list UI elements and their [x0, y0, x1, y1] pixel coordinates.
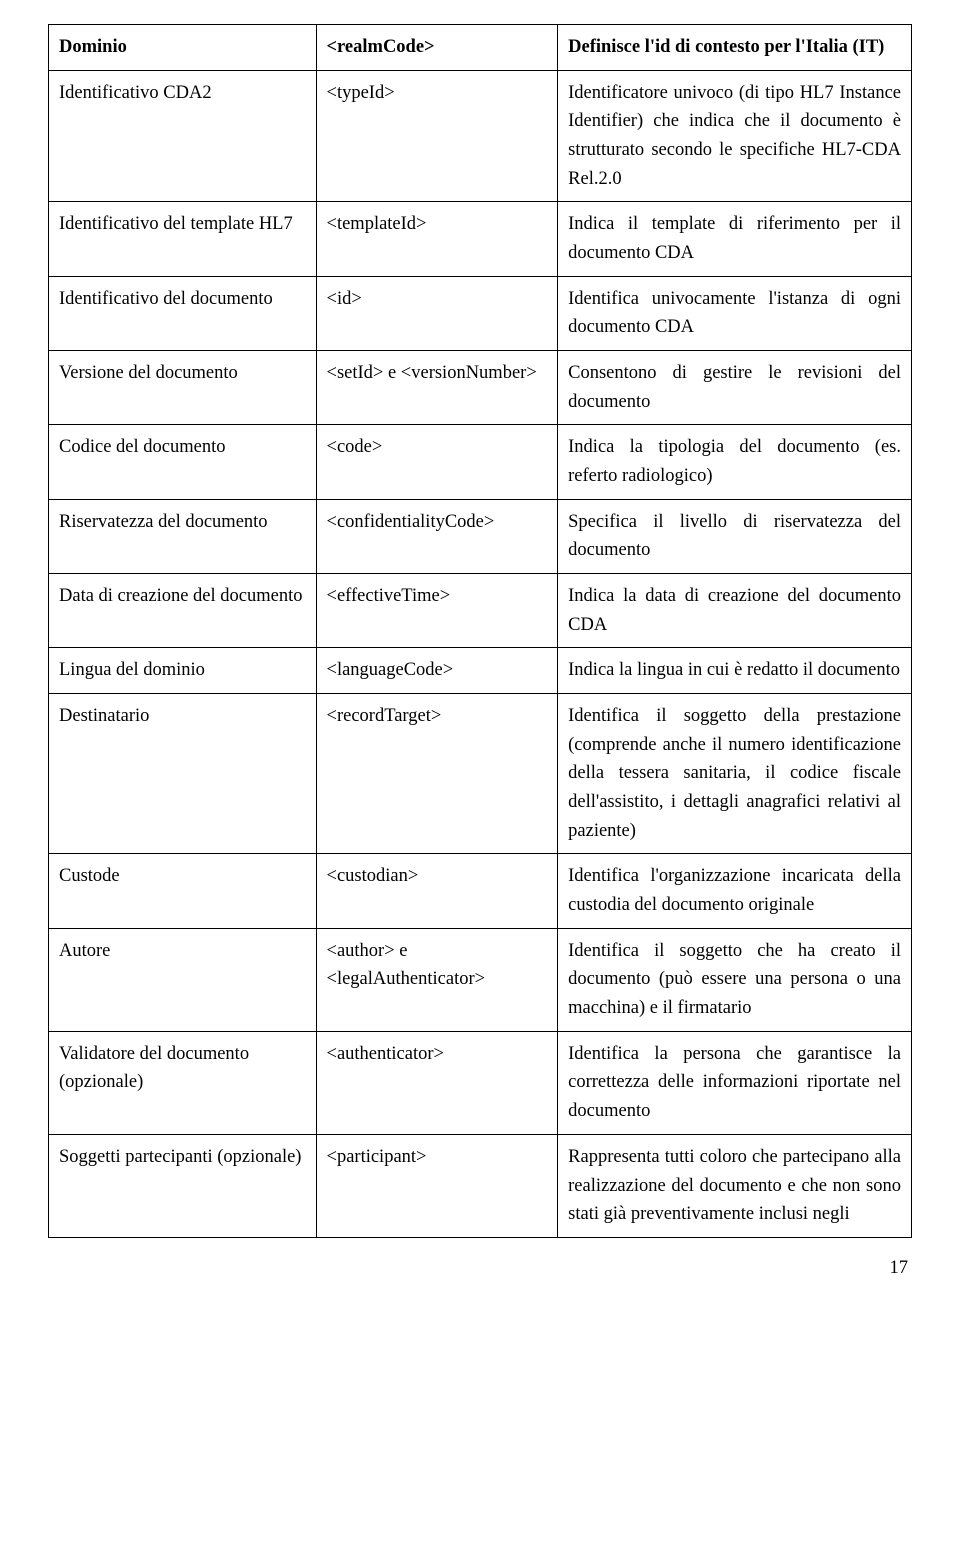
cell-domain: Custode: [49, 854, 317, 928]
cell-description: Identifica la persona che garantisce la …: [558, 1031, 912, 1134]
cell-element: <realmCode>: [316, 25, 558, 71]
cell-description: Indica la lingua in cui è redatto il doc…: [558, 648, 912, 694]
table-row: Riservatezza del documento<confidentiali…: [49, 499, 912, 573]
cell-description: Rappresenta tutti coloro che partecipano…: [558, 1134, 912, 1237]
cell-element: <author> e <legalAuthenticator>: [316, 928, 558, 1031]
table-body: Dominio<realmCode>Definisce l'id di cont…: [49, 25, 912, 1238]
table-row: Lingua del dominio<languageCode>Indica l…: [49, 648, 912, 694]
cell-domain: Identificativo del documento: [49, 276, 317, 350]
cell-element: <recordTarget>: [316, 694, 558, 854]
cell-domain: Soggetti partecipanti (opzionale): [49, 1134, 317, 1237]
table-row: Identificativo del template HL7<template…: [49, 202, 912, 276]
cell-domain: Riservatezza del documento: [49, 499, 317, 573]
cell-domain: Versione del documento: [49, 351, 317, 425]
cell-description: Identifica univocamente l'istanza di ogn…: [558, 276, 912, 350]
cell-domain: Identificativo CDA2: [49, 70, 317, 202]
page-number: 17: [48, 1238, 912, 1279]
table-row: Validatore del documento (opzionale)<aut…: [49, 1031, 912, 1134]
cell-element: <code>: [316, 425, 558, 499]
cell-domain: Data di creazione del documento: [49, 574, 317, 648]
table-row: Identificativo del documento<id>Identifi…: [49, 276, 912, 350]
cell-element: <templateId>: [316, 202, 558, 276]
table-row: Autore<author> e <legalAuthenticator>Ide…: [49, 928, 912, 1031]
cell-element: <languageCode>: [316, 648, 558, 694]
table-row: Custode<custodian>Identifica l'organizza…: [49, 854, 912, 928]
cell-description: Indica la data di creazione del document…: [558, 574, 912, 648]
cell-description: Consentono di gestire le revisioni del d…: [558, 351, 912, 425]
cell-domain: Identificativo del template HL7: [49, 202, 317, 276]
cell-domain: Destinatario: [49, 694, 317, 854]
cell-element: <effectiveTime>: [316, 574, 558, 648]
page: Dominio<realmCode>Definisce l'id di cont…: [0, 0, 960, 1319]
cell-domain: Dominio: [49, 25, 317, 71]
cell-element: <custodian>: [316, 854, 558, 928]
cell-domain: Validatore del documento (opzionale): [49, 1031, 317, 1134]
cell-description: Indica la tipologia del documento (es. r…: [558, 425, 912, 499]
cell-domain: Codice del documento: [49, 425, 317, 499]
table-row: Dominio<realmCode>Definisce l'id di cont…: [49, 25, 912, 71]
cell-element: <participant>: [316, 1134, 558, 1237]
table-row: Identificativo CDA2<typeId>Identificator…: [49, 70, 912, 202]
table-row: Destinatario<recordTarget>Identifica il …: [49, 694, 912, 854]
cell-element: <id>: [316, 276, 558, 350]
cell-description: Definisce l'id di contesto per l'Italia …: [558, 25, 912, 71]
table-row: Data di creazione del documento<effectiv…: [49, 574, 912, 648]
cell-description: Identifica l'organizzazione incaricata d…: [558, 854, 912, 928]
table-row: Soggetti partecipanti (opzionale)<partic…: [49, 1134, 912, 1237]
definitions-table: Dominio<realmCode>Definisce l'id di cont…: [48, 24, 912, 1238]
cell-description: Identifica il soggetto della prestazione…: [558, 694, 912, 854]
cell-domain: Lingua del dominio: [49, 648, 317, 694]
cell-description: Indica il template di riferimento per il…: [558, 202, 912, 276]
cell-description: Identifica il soggetto che ha creato il …: [558, 928, 912, 1031]
table-row: Codice del documento<code>Indica la tipo…: [49, 425, 912, 499]
cell-element: <setId> e <versionNumber>: [316, 351, 558, 425]
cell-element: <authenticator>: [316, 1031, 558, 1134]
cell-domain: Autore: [49, 928, 317, 1031]
cell-description: Specifica il livello di riservatezza del…: [558, 499, 912, 573]
cell-element: <confidentialityCode>: [316, 499, 558, 573]
table-row: Versione del documento<setId> e <version…: [49, 351, 912, 425]
cell-element: <typeId>: [316, 70, 558, 202]
cell-description: Identificatore univoco (di tipo HL7 Inst…: [558, 70, 912, 202]
